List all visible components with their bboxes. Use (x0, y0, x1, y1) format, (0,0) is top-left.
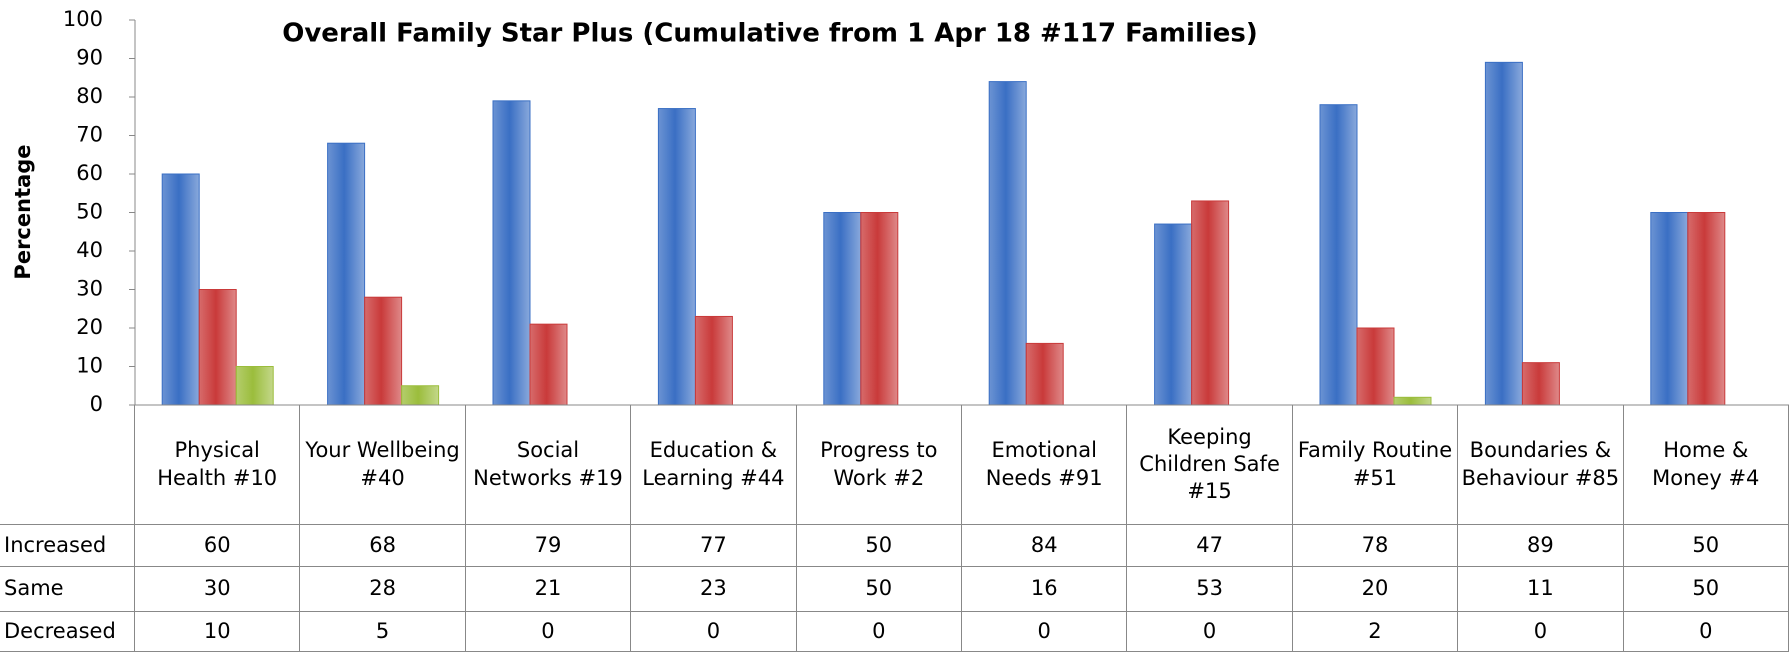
y-tick-label: 30 (76, 277, 103, 301)
data-label: 0 (1127, 612, 1293, 652)
data-label: 28 (300, 567, 466, 612)
data-label: 16 (962, 567, 1128, 612)
category-label: Social Networks #19 (465, 405, 632, 525)
y-tick-label: 80 (76, 84, 103, 108)
data-label: 30 (135, 567, 301, 612)
data-label: 5 (300, 612, 466, 652)
data-label: 0 (796, 612, 962, 652)
data-label: 50 (1623, 525, 1789, 567)
data-label: 79 (465, 525, 632, 567)
data-label: 84 (962, 525, 1128, 567)
bar (1687, 212, 1726, 406)
bar (1393, 396, 1432, 406)
series-label: Same (0, 567, 135, 612)
data-label: 21 (465, 567, 632, 612)
data-label: 20 (1292, 567, 1459, 612)
data-label: 50 (796, 567, 962, 612)
bar (657, 108, 696, 406)
category-label: Home & Money #4 (1623, 405, 1789, 525)
bar (694, 315, 733, 406)
category-label: Family Routine #51 (1292, 405, 1459, 525)
data-label: 11 (1458, 567, 1624, 612)
series-label: Increased (0, 525, 135, 567)
bar (1154, 223, 1193, 406)
data-label: 50 (1623, 567, 1789, 612)
bar (492, 100, 531, 406)
category-label: Your Wellbeing #40 (300, 405, 466, 525)
data-label: 77 (631, 525, 797, 567)
category-label: Education & Learning #44 (631, 405, 797, 525)
category-label: Keeping Children Safe #15 (1127, 405, 1293, 525)
data-label: 53 (1127, 567, 1293, 612)
bar (529, 323, 568, 406)
chart-title: Overall Family Star Plus (Cumulative fro… (282, 19, 1258, 49)
data-label: 0 (1623, 612, 1789, 652)
bar (401, 385, 440, 406)
bar (1191, 200, 1230, 406)
y-tick-label: 20 (76, 315, 103, 339)
y-tick-label: 100 (63, 7, 103, 31)
data-label: 78 (1292, 525, 1459, 567)
y-tick-label: 10 (76, 354, 103, 378)
data-label: 23 (631, 567, 797, 612)
bar (198, 289, 237, 406)
table-corner (0, 405, 135, 525)
bar (161, 173, 200, 406)
y-tick-label: 60 (76, 161, 103, 185)
bar (1521, 362, 1560, 406)
data-label: 0 (465, 612, 632, 652)
data-label: 89 (1458, 525, 1624, 567)
category-label: Emotional Needs #91 (962, 405, 1128, 525)
y-tick-label: 40 (76, 238, 103, 262)
data-label: 0 (631, 612, 797, 652)
series-label: Decreased (0, 612, 135, 652)
category-label: Boundaries & Behaviour #85 (1458, 405, 1624, 525)
data-label: 47 (1127, 525, 1293, 567)
bar (1025, 342, 1064, 406)
category-label: Physical Health #10 (135, 405, 301, 525)
data-label: 0 (962, 612, 1128, 652)
bar (1356, 327, 1395, 406)
bar (823, 212, 862, 406)
bar (1650, 212, 1689, 406)
bar (1484, 61, 1523, 406)
bar (235, 366, 274, 406)
bar (1319, 104, 1358, 406)
y-tick-label: 70 (76, 123, 103, 147)
data-label: 10 (135, 612, 301, 652)
data-label: 0 (1458, 612, 1624, 652)
y-tick-label: 50 (76, 200, 103, 224)
bar (364, 296, 403, 406)
bar (988, 81, 1027, 406)
data-label: 50 (796, 525, 962, 567)
bar (860, 212, 899, 406)
data-label: 68 (300, 525, 466, 567)
y-tick-label: 90 (76, 46, 103, 70)
y-tick-label: 0 (90, 392, 103, 416)
data-label: 60 (135, 525, 301, 567)
bar (327, 142, 366, 406)
y-axis-label: Percentage (11, 144, 35, 279)
category-label: Progress to Work #2 (796, 405, 962, 525)
data-label: 2 (1292, 612, 1459, 652)
